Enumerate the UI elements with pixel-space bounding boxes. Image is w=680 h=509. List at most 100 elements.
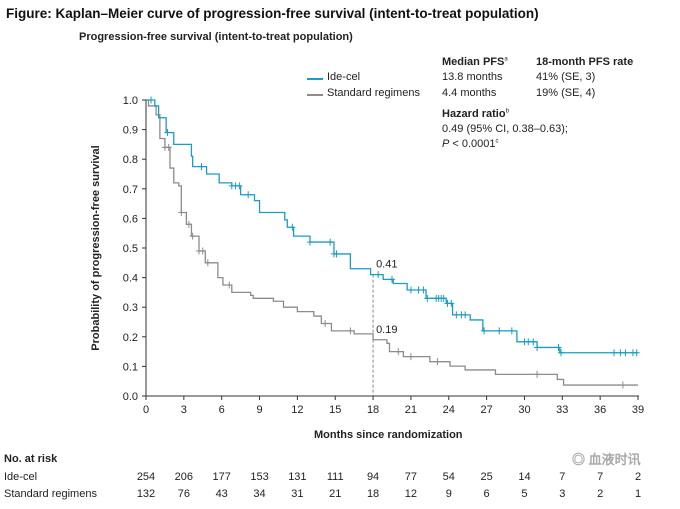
- y-tick-label: 0.6: [123, 213, 138, 225]
- risk-cell: 94: [366, 471, 380, 483]
- censor-mark-standard-regimens: [226, 281, 233, 289]
- risk-cell: 2: [597, 488, 604, 500]
- y-tick-label: 0.0: [123, 391, 138, 403]
- median-standard: 4.4 months: [442, 87, 497, 99]
- censor-mark-standard-regimens: [165, 143, 172, 151]
- annotation-label: 0.41: [376, 259, 397, 271]
- risk-cell: 9: [445, 488, 452, 500]
- x-tick-label: 24: [443, 404, 455, 416]
- y-axis-label: Probability of progression-free survival: [90, 145, 102, 351]
- censor-mark-ide-cel: [558, 349, 565, 357]
- censor-mark-ide-cel: [448, 299, 455, 307]
- risk-cell: 1: [634, 488, 642, 500]
- censor-mark-ide-cel: [407, 286, 414, 294]
- censor-mark-standard-regimens: [395, 348, 402, 356]
- y-tick-label: 0.7: [123, 184, 138, 196]
- censor-mark-ide-cel: [622, 349, 629, 357]
- legend-swatch-standard: [307, 94, 323, 96]
- risk-cell: 31: [291, 488, 304, 500]
- risk-cell: 206: [174, 471, 194, 483]
- censor-mark-ide-cel: [496, 327, 503, 335]
- censor-mark-ide-cel: [555, 343, 562, 351]
- km-curve-standard-regimens: [146, 99, 638, 386]
- risk-cell: 131: [288, 471, 307, 483]
- x-tick-label: 27: [480, 404, 492, 416]
- legend-swatch-ide-cel: [307, 78, 323, 80]
- y-tick-label: 0.3: [123, 302, 138, 314]
- censor-mark-ide-cel: [245, 191, 252, 199]
- rate-ide-cel: 41% (SE, 3): [536, 71, 596, 83]
- risk-cell: 7: [597, 471, 604, 483]
- risk-cell: 18: [366, 488, 380, 500]
- x-tick-label: 30: [518, 404, 530, 416]
- censor-mark-ide-cel: [611, 349, 618, 357]
- risk-cell: 34: [253, 488, 266, 500]
- footnote-b: b: [505, 108, 509, 115]
- censor-mark-ide-cel: [424, 294, 431, 302]
- y-tick-label: 1.0: [123, 95, 138, 107]
- censor-mark-standard-regimens: [347, 327, 354, 335]
- censor-mark-standard-regimens: [189, 232, 196, 240]
- risk-cell: 177: [212, 471, 231, 483]
- p-value: P < 0.0001c: [442, 138, 499, 150]
- hazard-ratio-header-text: Hazard ratio: [442, 108, 506, 120]
- censor-mark-ide-cel: [534, 343, 541, 351]
- y-tick-label: 0.1: [123, 361, 138, 373]
- risk-cell: 76: [177, 488, 190, 500]
- x-tick-label: 3: [181, 404, 187, 416]
- x-tick-label: 12: [291, 404, 303, 416]
- watermark-text: 血液时讯: [588, 452, 641, 467]
- footnote-a: a: [504, 56, 508, 63]
- x-tick-label: 21: [405, 404, 417, 416]
- censor-mark-ide-cel: [633, 349, 640, 357]
- hazard-ratio-header: Hazard ratiob: [442, 108, 509, 120]
- censor-mark-ide-cel: [236, 182, 243, 190]
- median-pfs-header: Median PFSa: [442, 56, 508, 68]
- risk-cell: 21: [329, 488, 342, 500]
- y-tick-label: 0.9: [123, 125, 138, 137]
- censor-mark-ide-cel: [415, 286, 422, 294]
- risk-cell: 3: [559, 488, 566, 500]
- censor-mark-standard-regimens: [322, 319, 329, 327]
- x-tick-label: 18: [367, 404, 379, 416]
- risk-cell: 5: [521, 488, 528, 500]
- censor-mark-standard-regimens: [619, 381, 626, 389]
- censor-mark-ide-cel: [462, 311, 469, 319]
- censor-mark-standard-regimens: [204, 259, 211, 267]
- censor-mark-standard-regimens: [185, 220, 192, 228]
- censor-mark-ide-cel: [198, 163, 205, 171]
- y-tick-label: 0.5: [123, 243, 138, 255]
- x-tick-label: 33: [556, 404, 568, 416]
- censor-mark-ide-cel: [453, 311, 460, 319]
- censor-mark-ide-cel: [481, 327, 488, 335]
- risk-cell: 111: [326, 471, 344, 483]
- legend-label-standard: Standard regimens: [327, 87, 420, 99]
- censor-mark-ide-cel: [525, 338, 532, 346]
- censor-mark-standard-regimens: [178, 208, 185, 216]
- censor-mark-standard-regimens: [407, 353, 414, 361]
- hazard-ratio-value: 0.49 (95% CI, 0.38–0.63);: [442, 123, 568, 135]
- x-tick-label: 0: [143, 404, 149, 416]
- p-label: P: [442, 138, 450, 150]
- rate-standard: 19% (SE, 4): [536, 87, 596, 99]
- risk-row-label-standard: Standard regimens: [4, 488, 97, 500]
- p-value-text: < 0.0001: [449, 138, 496, 150]
- risk-cell: 43: [215, 488, 228, 500]
- censor-mark-ide-cel: [289, 223, 296, 231]
- x-tick-label: 9: [256, 404, 262, 416]
- footnote-c: c: [495, 138, 499, 145]
- chart-title: Progression-free survival (intent-to-tre…: [79, 31, 353, 43]
- censor-mark-ide-cel: [148, 96, 155, 104]
- risk-cell: 25: [480, 471, 493, 483]
- x-tick-label: 39: [632, 404, 644, 416]
- censor-mark-ide-cel: [420, 286, 427, 294]
- risk-table-title: No. at risk: [4, 453, 58, 465]
- censor-mark-ide-cel: [307, 238, 313, 246]
- x-tick-label: 6: [219, 404, 225, 416]
- annotation-label: 0.19: [376, 324, 397, 336]
- censor-mark-ide-cel: [508, 327, 515, 335]
- risk-cell: 54: [442, 471, 455, 483]
- risk-cell: 2: [634, 471, 642, 483]
- risk-cell: 6: [483, 488, 490, 500]
- median-ide-cel: 13.8 months: [442, 71, 503, 83]
